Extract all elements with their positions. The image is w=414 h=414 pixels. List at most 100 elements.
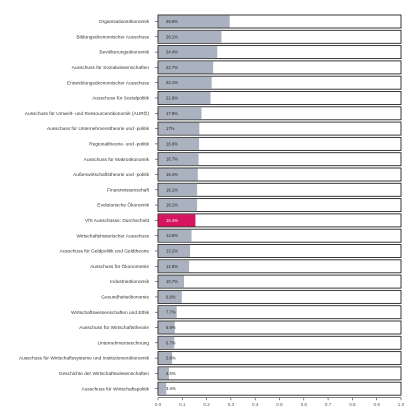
x-tick-label: 0.5 [276,402,283,407]
bar-row: 15.4% VfS Ausschüsse: Durchschnitt [85,213,402,228]
x-tick-label: 0.9 [374,402,381,407]
category-label: Ausschuss für Wirtschaftstheorie [79,325,149,331]
bar-row: 16.1% Evolutorische Ökonomik [97,198,402,213]
bar-row: 21.6% Ausschuss für Sozialpolitik [92,91,402,105]
category-label: Wirtschaftshistorischer Ausschuss [76,233,149,239]
bar-row: 29.5% Organisationsökonomik [99,14,402,29]
bar-row: 17% Ausschuss für Unternehmenstheorie und… [47,121,402,136]
bar-row: 7.7% Wirtschaftswissenschaften und Ethik [71,305,402,320]
category-label: Organisationsökonomik [99,19,150,25]
bar-frame [157,228,402,243]
bar [158,199,198,212]
bar-value-label: 13.2% [166,249,178,254]
x-tick-label: 0.6 [301,402,308,407]
bar-frame [157,274,402,289]
bar-frame [157,289,402,304]
bar [158,107,202,120]
bar [158,260,190,273]
bar-value-label: 26.1% [166,34,178,39]
bar-value-label: 21.6% [166,96,178,101]
bar-value-label: 9.8% [166,294,176,299]
bar-value-label: 16.4% [166,172,178,177]
bar-row: 9.8% Gesundheitsökonomie [101,289,402,304]
bar-value-label: 22.7% [166,65,178,70]
bar-row: 13.2% Ausschuss für Geldpolitik und Geldt… [60,244,402,258]
bar-row: 17.9% Ausschuss für Umwelt- und Ressource… [25,106,402,121]
bar [158,352,173,365]
bar-value-label: 13.8% [166,233,178,238]
bar [158,153,199,166]
bar [158,382,167,395]
category-label: Finanzwissenschaft [107,187,150,193]
bar-frame [157,335,402,350]
bar-value-label: 22.1% [166,80,178,85]
category-label: Ausschuss für Sozialpolitik [92,96,149,102]
category-label: Regionaltheorie- und -politik [89,142,149,148]
bar-rows: 29.5% Organisationsökonomik 26.1% Bildungsö… [19,14,402,396]
category-label: Gesundheitsökonomie [101,295,149,301]
bar [158,46,218,59]
bar-value-label: 5.8% [166,356,176,361]
bar-row: 3.4% Ausschuss für Wirtschaftspolitik [82,381,402,396]
bar [158,168,198,181]
bar-value-label: 3.4% [166,386,176,391]
x-tick-label: 0.8 [349,402,356,407]
bar-value-label: 7.7% [166,310,176,315]
bar-row: 16.4% Außenwirtschaftstheorie und -politi… [73,167,402,182]
category-label: Ausschuss für Unternehmenstheorie und -p… [47,126,150,132]
bar-row: 24.4% Bevölkerungsökonomik [99,45,402,60]
bar-row: 16.1% Finanzwissenschaft [107,182,402,197]
category-label: Ausschuss für Wirtschaftssysteme und Ins… [19,356,150,362]
bar [158,229,192,242]
category-label: Ausschuss für Ökonometrie [90,263,149,270]
bar-value-label: 16.1% [166,203,178,208]
bar [158,137,200,150]
category-label: Entwicklungsökonomischer Ausschuss [67,80,150,86]
category-label: Ausschuss für Makroökonomik [84,157,150,163]
bar [158,122,200,135]
bar [158,76,212,89]
bar [158,275,185,288]
bar-value-label: 12.8% [166,264,178,269]
bar-row: 16.9% Regionaltheorie- und -politik [89,136,402,151]
bar [158,290,182,303]
category-label: Ausschuss für Umwelt- und Ressourcenökon… [25,110,150,117]
bar [158,15,230,28]
x-tick-label: 0.3 [228,402,235,407]
category-label: Ausschuss für Sozialwissenschaften [72,65,150,71]
x-tick-label: 1.0 [398,402,405,407]
bar [158,91,211,105]
bar-frame [157,259,402,274]
bar [158,183,198,196]
bar-frame [157,381,402,396]
bar-row: 12.8% Ausschuss für Ökonometrie [90,259,402,274]
x-axis: 0.0 0.1 0.2 0.3 0.4 0.5 0.6 0.7 0.8 0.9 1.0 [155,397,405,407]
bar-frame [157,244,402,258]
bar-row: 6.7% Unternehmensrechnung [98,335,402,350]
category-label: Evolutorische Ökonomik [97,202,149,209]
bar [158,30,222,43]
bar [158,336,175,349]
bar-value-label: 10.7% [166,279,178,284]
bar [158,367,169,380]
bar-value-label: 16.7% [166,157,178,162]
x-tick-label: 0.4 [252,402,259,407]
bar-value-label: 6.7% [166,340,176,345]
x-tick-label: 0.7 [325,402,332,407]
bar-value-label: 15.4% [166,218,178,223]
category-label: Wirtschaftswissenschaften und Ethik [71,310,149,316]
category-label: Ausschuss für Wirtschaftspolitik [82,386,150,392]
bar-value-label: 4.5% [166,371,176,376]
category-label: Bevölkerungsökonomik [99,50,149,56]
bar-value-label: 6.9% [166,325,176,330]
bar-row: 5.8% Ausschuss für Wirtschaftssysteme und… [19,351,402,366]
bar-value-label: 17% [166,126,175,131]
x-tick-label: 0.0 [155,402,162,407]
bar-frame [157,320,402,335]
bar-value-label: 17.9% [166,111,178,116]
category-label: Ausschuss für Geldpolitik und Geldtheori… [60,249,150,255]
bar-row: 22.7% Ausschuss für Sozialwissenschaften [72,60,402,75]
bar-frame [157,351,402,366]
bar [158,61,214,74]
bar-frame [157,305,402,320]
